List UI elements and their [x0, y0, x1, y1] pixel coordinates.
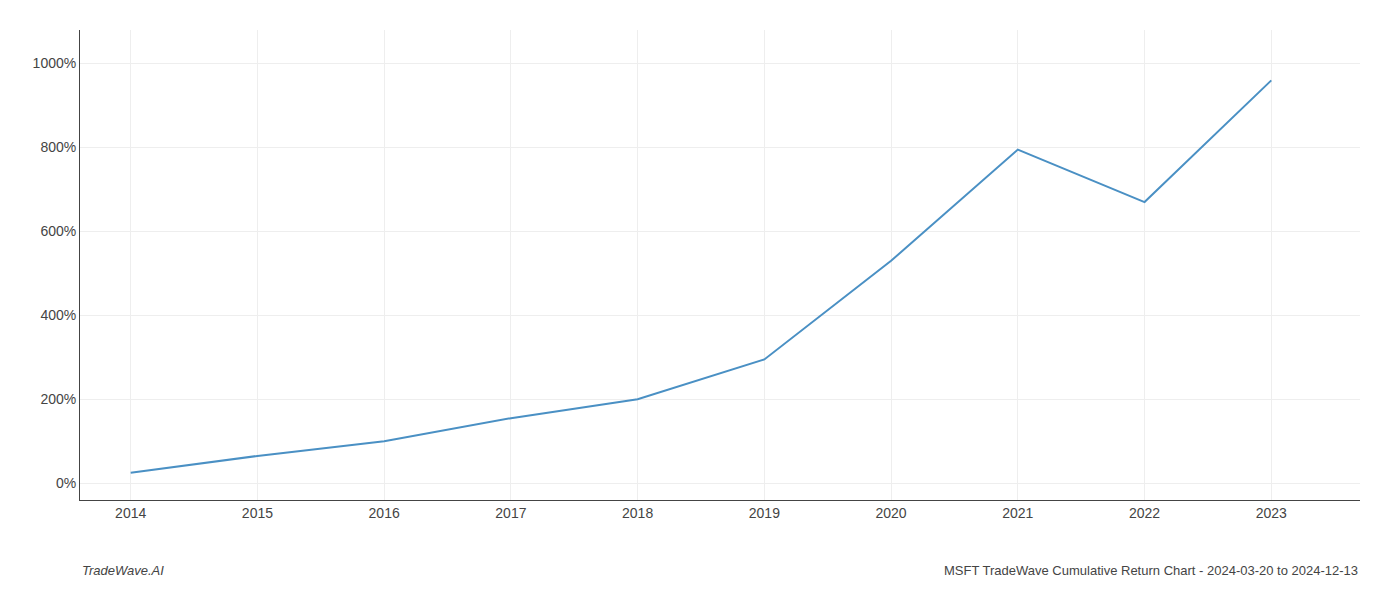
svg-text:2023: 2023 [1256, 505, 1287, 521]
svg-text:2016: 2016 [369, 505, 400, 521]
svg-text:2020: 2020 [876, 505, 907, 521]
svg-text:TradeWave.AI: TradeWave.AI [82, 563, 164, 578]
svg-text:2021: 2021 [1002, 505, 1033, 521]
svg-text:800%: 800% [40, 139, 76, 155]
svg-text:2022: 2022 [1129, 505, 1160, 521]
svg-text:0%: 0% [56, 475, 76, 491]
svg-text:600%: 600% [40, 223, 76, 239]
svg-text:200%: 200% [40, 391, 76, 407]
svg-text:400%: 400% [40, 307, 76, 323]
svg-text:2019: 2019 [749, 505, 780, 521]
svg-text:2014: 2014 [115, 505, 146, 521]
svg-text:MSFT TradeWave Cumulative Retu: MSFT TradeWave Cumulative Return Chart -… [944, 563, 1358, 578]
svg-text:2017: 2017 [495, 505, 526, 521]
svg-text:1000%: 1000% [33, 55, 77, 71]
svg-text:2018: 2018 [622, 505, 653, 521]
svg-text:2015: 2015 [242, 505, 273, 521]
